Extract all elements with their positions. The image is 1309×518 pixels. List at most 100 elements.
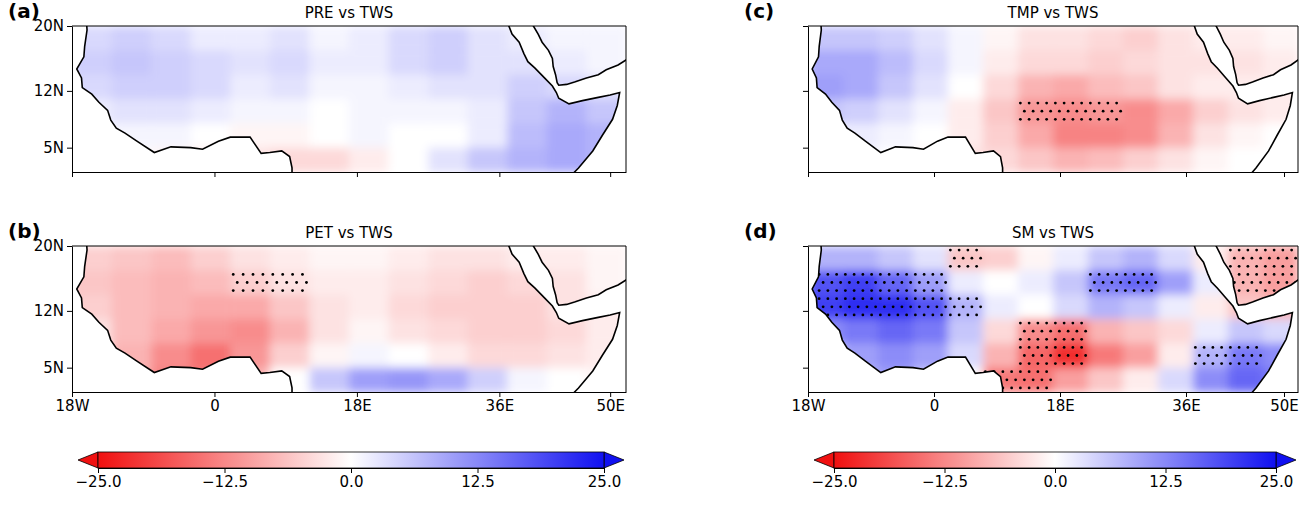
- significance-dot: [1054, 346, 1057, 349]
- cell: [468, 343, 508, 368]
- significance-dot: [1093, 110, 1096, 113]
- cell: [1193, 246, 1229, 271]
- significance-dot: [1229, 362, 1232, 365]
- significance-dot: [1084, 110, 1087, 113]
- cell: [191, 319, 231, 344]
- cell: [389, 123, 429, 148]
- cell: [191, 295, 231, 320]
- cell: [428, 26, 468, 51]
- cell: [1053, 295, 1089, 320]
- cell: [878, 26, 914, 51]
- significance-dot: [1045, 346, 1048, 349]
- stippling: [809, 249, 1297, 390]
- significance-dot: [879, 297, 882, 300]
- y-tick: [803, 368, 808, 369]
- panel-title: SM vs TWS: [1012, 224, 1094, 242]
- significance-dot: [285, 281, 288, 284]
- cell: [349, 246, 389, 271]
- significance-dot: [931, 273, 934, 276]
- significance-dot: [927, 281, 930, 284]
- panel-label: (b): [8, 219, 41, 243]
- cell: [1228, 246, 1264, 271]
- significance-dot: [888, 289, 891, 292]
- x-tick: [72, 172, 73, 177]
- cell: [1123, 99, 1159, 124]
- cell: [151, 295, 191, 320]
- significance-dot: [1238, 249, 1241, 252]
- significance-dot: [970, 257, 973, 260]
- cell: [1158, 26, 1194, 51]
- significance-dot: [1106, 289, 1109, 292]
- cell: [151, 246, 191, 271]
- cell: [1123, 295, 1159, 320]
- frame: [808, 246, 1298, 247]
- cell: [309, 75, 349, 100]
- significance-dot: [914, 273, 917, 276]
- cell: [948, 123, 984, 148]
- significance-dot: [888, 297, 891, 300]
- y-tick: [803, 26, 808, 27]
- cell: [428, 368, 468, 392]
- significance-dot: [1019, 387, 1022, 390]
- significance-dot: [1255, 265, 1258, 268]
- cell: [948, 50, 984, 75]
- significance-dot: [291, 289, 294, 292]
- significance-dot: [252, 289, 255, 292]
- cell: [349, 343, 389, 368]
- y-axis: [803, 247, 809, 393]
- y-tick: 12N: [34, 82, 72, 100]
- significance-dot: [818, 314, 821, 317]
- significance-dot: [1246, 273, 1249, 276]
- significance-dot: [822, 305, 825, 308]
- significance-dot: [1115, 273, 1118, 276]
- significance-dot: [835, 289, 838, 292]
- significance-dot: [1028, 387, 1031, 390]
- significance-dot: [931, 297, 934, 300]
- cell: [1193, 295, 1229, 320]
- cell: [948, 368, 984, 392]
- cell: [808, 295, 844, 320]
- significance-dot: [1203, 346, 1206, 349]
- x-tick: [214, 172, 215, 177]
- significance-dot: [1098, 273, 1101, 276]
- cell: [191, 50, 231, 75]
- cell: [878, 343, 914, 368]
- cell: [878, 99, 914, 124]
- cell: [843, 295, 879, 320]
- cell: [1088, 319, 1124, 344]
- significance-dot: [949, 265, 952, 268]
- cell: [151, 50, 191, 75]
- x-tick-mark: [808, 172, 809, 177]
- significance-dot: [988, 378, 991, 381]
- cell: [547, 26, 587, 51]
- significance-dot: [1102, 110, 1105, 113]
- significance-dot: [809, 297, 812, 300]
- x-tick: 0: [930, 392, 940, 415]
- significance-dot: [1032, 330, 1035, 333]
- cell: [309, 99, 349, 124]
- significance-dot: [1005, 378, 1008, 381]
- significance-dot: [1264, 249, 1267, 252]
- significance-dot: [809, 289, 812, 292]
- cell: [1088, 343, 1124, 368]
- cell: [230, 343, 270, 368]
- x-tick: 50E: [596, 392, 625, 415]
- significance-dot: [1063, 346, 1066, 349]
- significance-dot: [1036, 387, 1039, 390]
- significance-dot: [896, 314, 899, 317]
- cell: [428, 246, 468, 271]
- significance-dot: [896, 289, 899, 292]
- cell: [349, 270, 389, 295]
- cell: [983, 343, 1019, 368]
- significance-dot: [1058, 354, 1061, 357]
- cell: [309, 343, 349, 368]
- y-tick-label: 12N: [34, 302, 64, 320]
- cell: [230, 246, 270, 271]
- cell: [1018, 295, 1054, 320]
- significance-dot: [861, 273, 864, 276]
- significance-dot: [1036, 322, 1039, 325]
- significance-dot: [835, 314, 838, 317]
- colorbar-extend-low: [814, 452, 834, 468]
- significance-dot: [1229, 265, 1232, 268]
- x-tick-label: 0: [210, 397, 220, 415]
